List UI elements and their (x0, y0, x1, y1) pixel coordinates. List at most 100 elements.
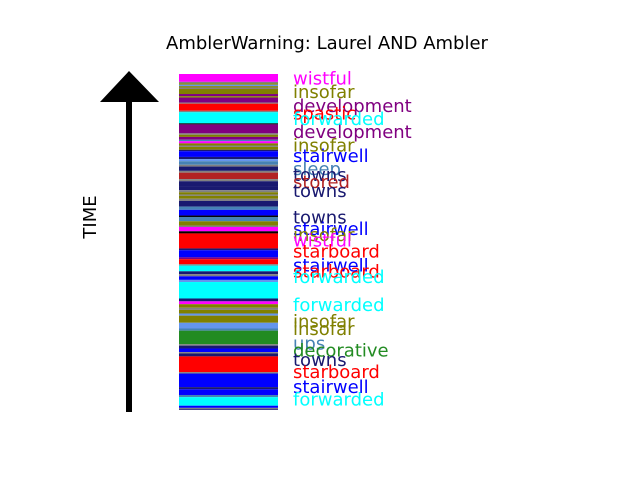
bar-segment (179, 172, 278, 180)
bar-segment (179, 190, 278, 193)
time-arrow-shaft (126, 98, 132, 412)
bar-segment (179, 330, 278, 345)
segment-label: development (293, 122, 412, 143)
bar-segment (179, 231, 278, 234)
bar-segment (179, 216, 278, 222)
bar-segment (179, 307, 278, 310)
segment-label: wistful (293, 68, 352, 89)
bar-segments (179, 74, 278, 410)
bar-segment (179, 394, 278, 398)
segment-label: forwarded (293, 389, 385, 410)
segment-label: stairwell (293, 377, 369, 398)
bar-segment (179, 179, 278, 182)
bar-segment (179, 89, 278, 95)
bar-segment (179, 397, 278, 406)
bar-segment (179, 166, 278, 171)
bar-segment (179, 248, 278, 251)
bar-segment (179, 225, 278, 227)
bar-segment (179, 282, 278, 299)
bar-segment (179, 139, 278, 142)
bar-segment (179, 181, 278, 187)
bar-segment (179, 81, 278, 84)
bar-segment (179, 279, 278, 283)
chart-title: AmblerWarning: Laurel AND Ambler (166, 33, 489, 54)
segment-label: spastic (293, 103, 356, 124)
bar-segment (179, 136, 278, 140)
bar-segment (179, 344, 278, 346)
bar-segment (179, 143, 278, 146)
bar-segment (179, 353, 278, 357)
bar-segment (179, 146, 278, 150)
segment-label: forwarded (293, 109, 385, 130)
bar-segment (179, 356, 278, 373)
bar-segment (179, 233, 278, 249)
bar-segment (179, 265, 278, 272)
bar-segment (179, 409, 278, 410)
segment-label: insofar (293, 225, 355, 246)
bar-segment (179, 276, 278, 280)
segment-label: starboard (293, 261, 380, 282)
segment-label: wistful (293, 231, 352, 252)
segment-label: sleep (293, 159, 341, 180)
bar-segment (179, 186, 278, 191)
bar-segment (179, 195, 278, 199)
segment-label: forwarded (293, 295, 385, 316)
segment-label: insofar (293, 82, 355, 103)
bar-segment (179, 372, 278, 374)
segment-label: insofar (293, 135, 355, 156)
bar-segment (179, 112, 278, 124)
bar-segment (179, 124, 278, 134)
segment-label: stairwell (293, 146, 369, 167)
bar-segment (179, 250, 278, 258)
bar-segment (179, 257, 278, 260)
bar-segment (179, 209, 278, 216)
bar-segment (179, 102, 278, 104)
bar-segment (179, 309, 278, 314)
segment-label: towns (293, 208, 347, 229)
bar-segment (179, 215, 278, 217)
bar-segment (179, 264, 278, 266)
bar-segment (179, 407, 278, 410)
bar-segment (179, 161, 278, 165)
bar-segment (179, 159, 278, 162)
bar-segment (179, 149, 278, 152)
segment-label: starboard (293, 362, 380, 383)
bar-segment (179, 313, 278, 316)
bar-segment (179, 206, 278, 210)
segment-label: towns (293, 165, 347, 186)
bar-segment (179, 259, 278, 265)
bar-segment (179, 373, 278, 388)
bar-labels: wistfulinsofardevelopmentspasticforwarde… (293, 68, 412, 410)
bar-segment (179, 103, 278, 111)
bar-segment (179, 86, 278, 88)
segment-label: forwarded (293, 267, 385, 288)
segment-label: ups (293, 334, 325, 355)
bar-segment (179, 164, 278, 167)
time-arrow-head (100, 71, 159, 102)
segment-label: stairwell (293, 256, 369, 277)
bar-segment (179, 198, 278, 201)
bar-segment (179, 133, 278, 135)
bar-segment (179, 156, 278, 160)
bar-segment (179, 348, 278, 353)
bar-segment (179, 387, 278, 390)
bar-segment (179, 405, 278, 408)
bar-segment (179, 322, 278, 329)
bar-segment (179, 304, 278, 308)
y-axis-label: TIME (80, 195, 101, 239)
bar-segment (179, 315, 278, 323)
bar-segment (179, 301, 278, 305)
bar-segment (179, 200, 278, 207)
bar-segment (179, 226, 278, 232)
bar-segment (179, 298, 278, 302)
bar-segment (179, 151, 278, 157)
segment-label: insofar (293, 319, 355, 340)
segment-label: development (293, 96, 412, 117)
bar-segment (179, 389, 278, 395)
bar-segment (179, 345, 278, 349)
bar-segment (179, 74, 278, 82)
bar-segment (179, 192, 278, 195)
bar-segment (179, 96, 278, 98)
